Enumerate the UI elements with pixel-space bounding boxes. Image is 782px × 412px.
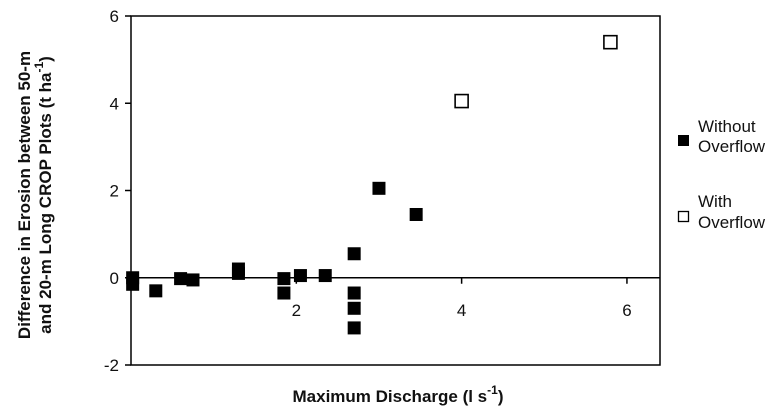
legend-marker-filled-square <box>678 135 689 146</box>
x-tick-label: 4 <box>457 301 466 320</box>
y-axis-title-line2: and 20-m Long CROP Plots (t ha-1) <box>32 56 55 334</box>
point-without-overflow <box>318 269 332 283</box>
y-axis-title-end: ) <box>36 56 55 62</box>
y-axis-title-group: Difference in Erosion between 50-m and 2… <box>15 51 55 339</box>
point-without-overflow <box>347 301 361 315</box>
y-tick-label: 2 <box>110 182 119 201</box>
point-without-overflow <box>174 272 188 286</box>
x-axis-title-sup: -1 <box>487 383 498 397</box>
point-without-overflow <box>126 277 140 291</box>
legend: Without Overflow With Overflow <box>677 117 766 232</box>
legend-item-without-overflow: Without Overflow <box>678 117 766 156</box>
x-axis-title-main: Maximum Discharge (l s <box>293 387 488 406</box>
legend-label-without-line1: Without <box>698 117 756 136</box>
legend-marker-open-square <box>677 210 690 223</box>
y-tick-label: 0 <box>110 269 119 288</box>
y-tick-label: -2 <box>104 356 119 375</box>
x-axis-title-end: ) <box>498 387 504 406</box>
x-tick-label: 6 <box>622 301 631 320</box>
legend-item-with-overflow: With Overflow <box>677 192 766 232</box>
legend-label-without-line2: Overflow <box>698 137 766 156</box>
legend-label-with-line1: With <box>698 192 732 211</box>
plot-frame <box>130 15 661 366</box>
point-without-overflow <box>231 266 245 280</box>
y-tick-label: 4 <box>110 94 119 113</box>
point-with-overflow <box>603 34 618 50</box>
y-tick-label: 6 <box>110 7 119 26</box>
y-axis-title-line1: Difference in Erosion between 50-m <box>15 51 34 339</box>
y-axis-title-line2-main: and 20-m Long CROP Plots (t ha <box>36 72 55 334</box>
legend-label-with-line2: Overflow <box>698 213 766 232</box>
point-without-overflow <box>347 286 361 300</box>
point-without-overflow <box>347 247 361 261</box>
point-without-overflow <box>372 181 386 195</box>
point-without-overflow <box>277 286 291 300</box>
point-without-overflow <box>293 269 307 283</box>
tick-group: -2 0 2 4 6 2 4 6 <box>104 7 632 375</box>
x-tick-label: 2 <box>292 301 301 320</box>
point-without-overflow <box>347 321 361 335</box>
point-without-overflow <box>277 272 291 286</box>
point-without-overflow <box>409 207 423 221</box>
point-without-overflow <box>149 284 163 298</box>
plot-frame-group <box>130 15 661 366</box>
y-axis-title-sup: -1 <box>32 62 46 73</box>
x-axis-title: Maximum Discharge (l s-1) <box>293 383 504 406</box>
point-without-overflow <box>186 273 200 287</box>
point-with-overflow <box>454 93 469 109</box>
data-points <box>126 34 618 335</box>
